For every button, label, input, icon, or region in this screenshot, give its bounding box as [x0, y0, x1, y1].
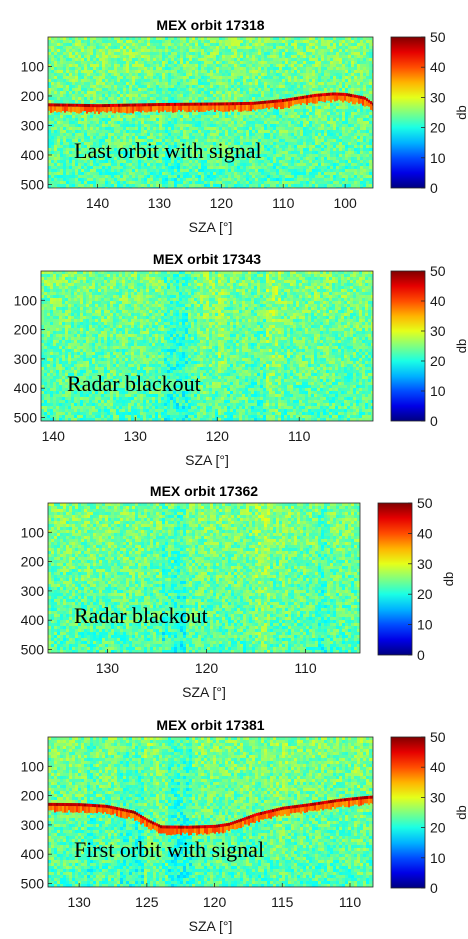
- x-tick-label: 130: [67, 894, 91, 910]
- colorbar-tick-label: 10: [430, 150, 446, 166]
- colorbar-gradient: [390, 736, 426, 889]
- x-tick-label: 110: [272, 195, 295, 211]
- colorbar-tick-label: 20: [417, 586, 433, 602]
- plot-frame: [47, 736, 374, 888]
- y-tick-label: 100: [14, 292, 38, 308]
- y-tick-label: 500: [14, 409, 38, 425]
- colorbar-tick-label: 10: [430, 850, 446, 866]
- panel-annotation: First orbit with signal: [74, 837, 264, 862]
- colorbar-tick-label: 40: [430, 59, 446, 75]
- colorbar-tick-label: 10: [430, 383, 446, 399]
- y-tick-label: 100: [21, 524, 45, 540]
- colorbar-tick-label: 30: [430, 89, 446, 105]
- colorbar: 0 10 20 30 40 50 db: [390, 29, 468, 196]
- x-tick-label: 140: [86, 195, 110, 211]
- panel-annotation: Radar blackout: [67, 371, 201, 396]
- colorbar-label: db: [454, 339, 468, 353]
- colorbar-label: db: [454, 805, 468, 819]
- colorbar-gradient: [377, 502, 413, 656]
- x-axis-label: SZA [°]: [182, 684, 226, 700]
- x-tick-label: 110: [339, 894, 362, 910]
- y-tick-label: 200: [14, 322, 38, 338]
- x-tick-label: 120: [210, 195, 234, 211]
- colorbar-tick-label: 20: [430, 353, 446, 369]
- x-tick-label: 120: [206, 428, 230, 444]
- colorbar-tick-label: 0: [430, 880, 438, 896]
- y-tick-label: 500: [21, 176, 45, 192]
- x-tick-label: 110: [288, 428, 311, 444]
- colorbar-label: db: [454, 105, 468, 119]
- colorbar-tick-label: 30: [430, 789, 446, 805]
- colorbar-tick-label: 20: [430, 820, 446, 836]
- colorbar-tick-label: 50: [430, 263, 446, 279]
- x-tick-label: 140: [42, 428, 66, 444]
- colorbar: 0 10 20 30 40 50 db: [390, 263, 468, 429]
- colorbar-tick-label: 50: [430, 729, 446, 745]
- colorbar-tick-label: 0: [430, 180, 438, 196]
- panel-annotation: Last orbit with signal: [74, 138, 262, 163]
- colorbar-tick-label: 30: [430, 323, 446, 339]
- heatmap-image: [48, 503, 360, 653]
- panel-annotation: Radar blackout: [74, 603, 208, 628]
- heatmap-image: [48, 37, 373, 188]
- colorbar-tick-label: 30: [417, 556, 433, 572]
- colorbar-tick-label: 40: [430, 759, 446, 775]
- y-tick-label: 500: [21, 875, 45, 891]
- x-axis-label: SZA [°]: [185, 452, 229, 468]
- y-tick-label: 400: [21, 147, 45, 163]
- x-tick-label: 130: [124, 428, 148, 444]
- y-tick-label: 200: [21, 88, 45, 104]
- plot-frame: [47, 502, 361, 654]
- y-tick-label: 500: [21, 641, 45, 657]
- plot-frame: [47, 36, 374, 189]
- colorbar-tick-label: 50: [430, 29, 446, 45]
- y-tick-label: 100: [21, 58, 45, 74]
- plot-frame: [40, 270, 374, 422]
- x-tick-label: 100: [333, 195, 357, 211]
- x-tick-label: 125: [135, 894, 159, 910]
- x-tick-label: 120: [195, 660, 219, 676]
- x-tick-label: 115: [271, 894, 294, 910]
- y-tick-label: 300: [14, 351, 38, 367]
- colorbar-tick-label: 0: [430, 413, 438, 429]
- y-tick-label: 400: [21, 846, 45, 862]
- y-tick-label: 100: [21, 758, 45, 774]
- colorbar-tick-label: 50: [417, 495, 433, 511]
- chart-title: MEX orbit 17343: [153, 251, 261, 267]
- y-tick-label: 200: [21, 554, 45, 570]
- colorbar-gradient: [390, 270, 426, 422]
- y-tick-label: 300: [21, 117, 45, 133]
- colorbar-tick-label: 20: [430, 120, 446, 136]
- y-tick-label: 400: [14, 380, 38, 396]
- colorbar-label: db: [441, 572, 456, 586]
- x-axis-label: SZA [°]: [189, 219, 233, 235]
- colorbar-gradient: [390, 36, 426, 189]
- colorbar: 0 10 20 30 40 50 db: [390, 729, 468, 896]
- y-tick-label: 400: [21, 612, 45, 628]
- chart-title: MEX orbit 17318: [156, 17, 264, 33]
- echo-trace: [48, 795, 373, 836]
- colorbar-tick-label: 0: [417, 647, 425, 663]
- x-tick-label: 120: [203, 894, 227, 910]
- x-tick-label: 130: [96, 660, 120, 676]
- x-tick-label: 110: [294, 660, 317, 676]
- colorbar-tick-label: 40: [430, 293, 446, 309]
- colorbar: 0 10 20 30 40 50 db: [377, 495, 456, 663]
- echo-trace: [48, 92, 373, 115]
- chart-title: MEX orbit 17381: [156, 717, 264, 733]
- y-tick-label: 200: [21, 788, 45, 804]
- colorbar-tick-label: 10: [417, 617, 433, 633]
- chart-title: MEX orbit 17362: [150, 483, 258, 499]
- y-tick-label: 300: [21, 583, 45, 599]
- colorbar-tick-label: 40: [417, 525, 433, 541]
- x-axis-label: SZA [°]: [189, 918, 233, 934]
- heatmap-image: [41, 271, 373, 421]
- y-tick-label: 300: [21, 817, 45, 833]
- x-tick-label: 130: [148, 195, 172, 211]
